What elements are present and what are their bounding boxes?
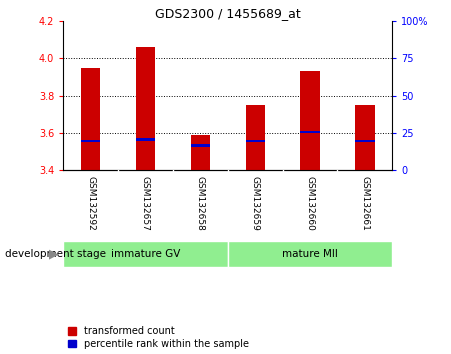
Bar xyxy=(136,47,155,170)
Bar xyxy=(246,140,265,142)
Bar xyxy=(191,144,210,147)
Bar xyxy=(191,135,210,170)
Text: GSM132661: GSM132661 xyxy=(360,176,369,230)
Text: GSM132592: GSM132592 xyxy=(86,176,95,230)
Text: mature MII: mature MII xyxy=(282,249,338,259)
Bar xyxy=(300,72,320,170)
Text: immature GV: immature GV xyxy=(111,249,180,259)
Bar xyxy=(355,140,374,142)
Bar xyxy=(355,105,374,170)
Bar xyxy=(228,241,392,267)
Legend: transformed count, percentile rank within the sample: transformed count, percentile rank withi… xyxy=(68,326,249,349)
Bar xyxy=(81,140,100,142)
Text: GSM132660: GSM132660 xyxy=(306,176,314,230)
Bar xyxy=(81,68,100,170)
Text: GSM132657: GSM132657 xyxy=(141,176,150,230)
Text: GSM132658: GSM132658 xyxy=(196,176,205,230)
Bar xyxy=(136,138,155,141)
Bar xyxy=(300,131,320,133)
Bar xyxy=(63,241,228,267)
Text: GSM132659: GSM132659 xyxy=(251,176,260,230)
Text: development stage: development stage xyxy=(5,249,106,259)
Title: GDS2300 / 1455689_at: GDS2300 / 1455689_at xyxy=(155,7,301,20)
Text: ▶: ▶ xyxy=(49,247,59,261)
Bar xyxy=(246,105,265,170)
